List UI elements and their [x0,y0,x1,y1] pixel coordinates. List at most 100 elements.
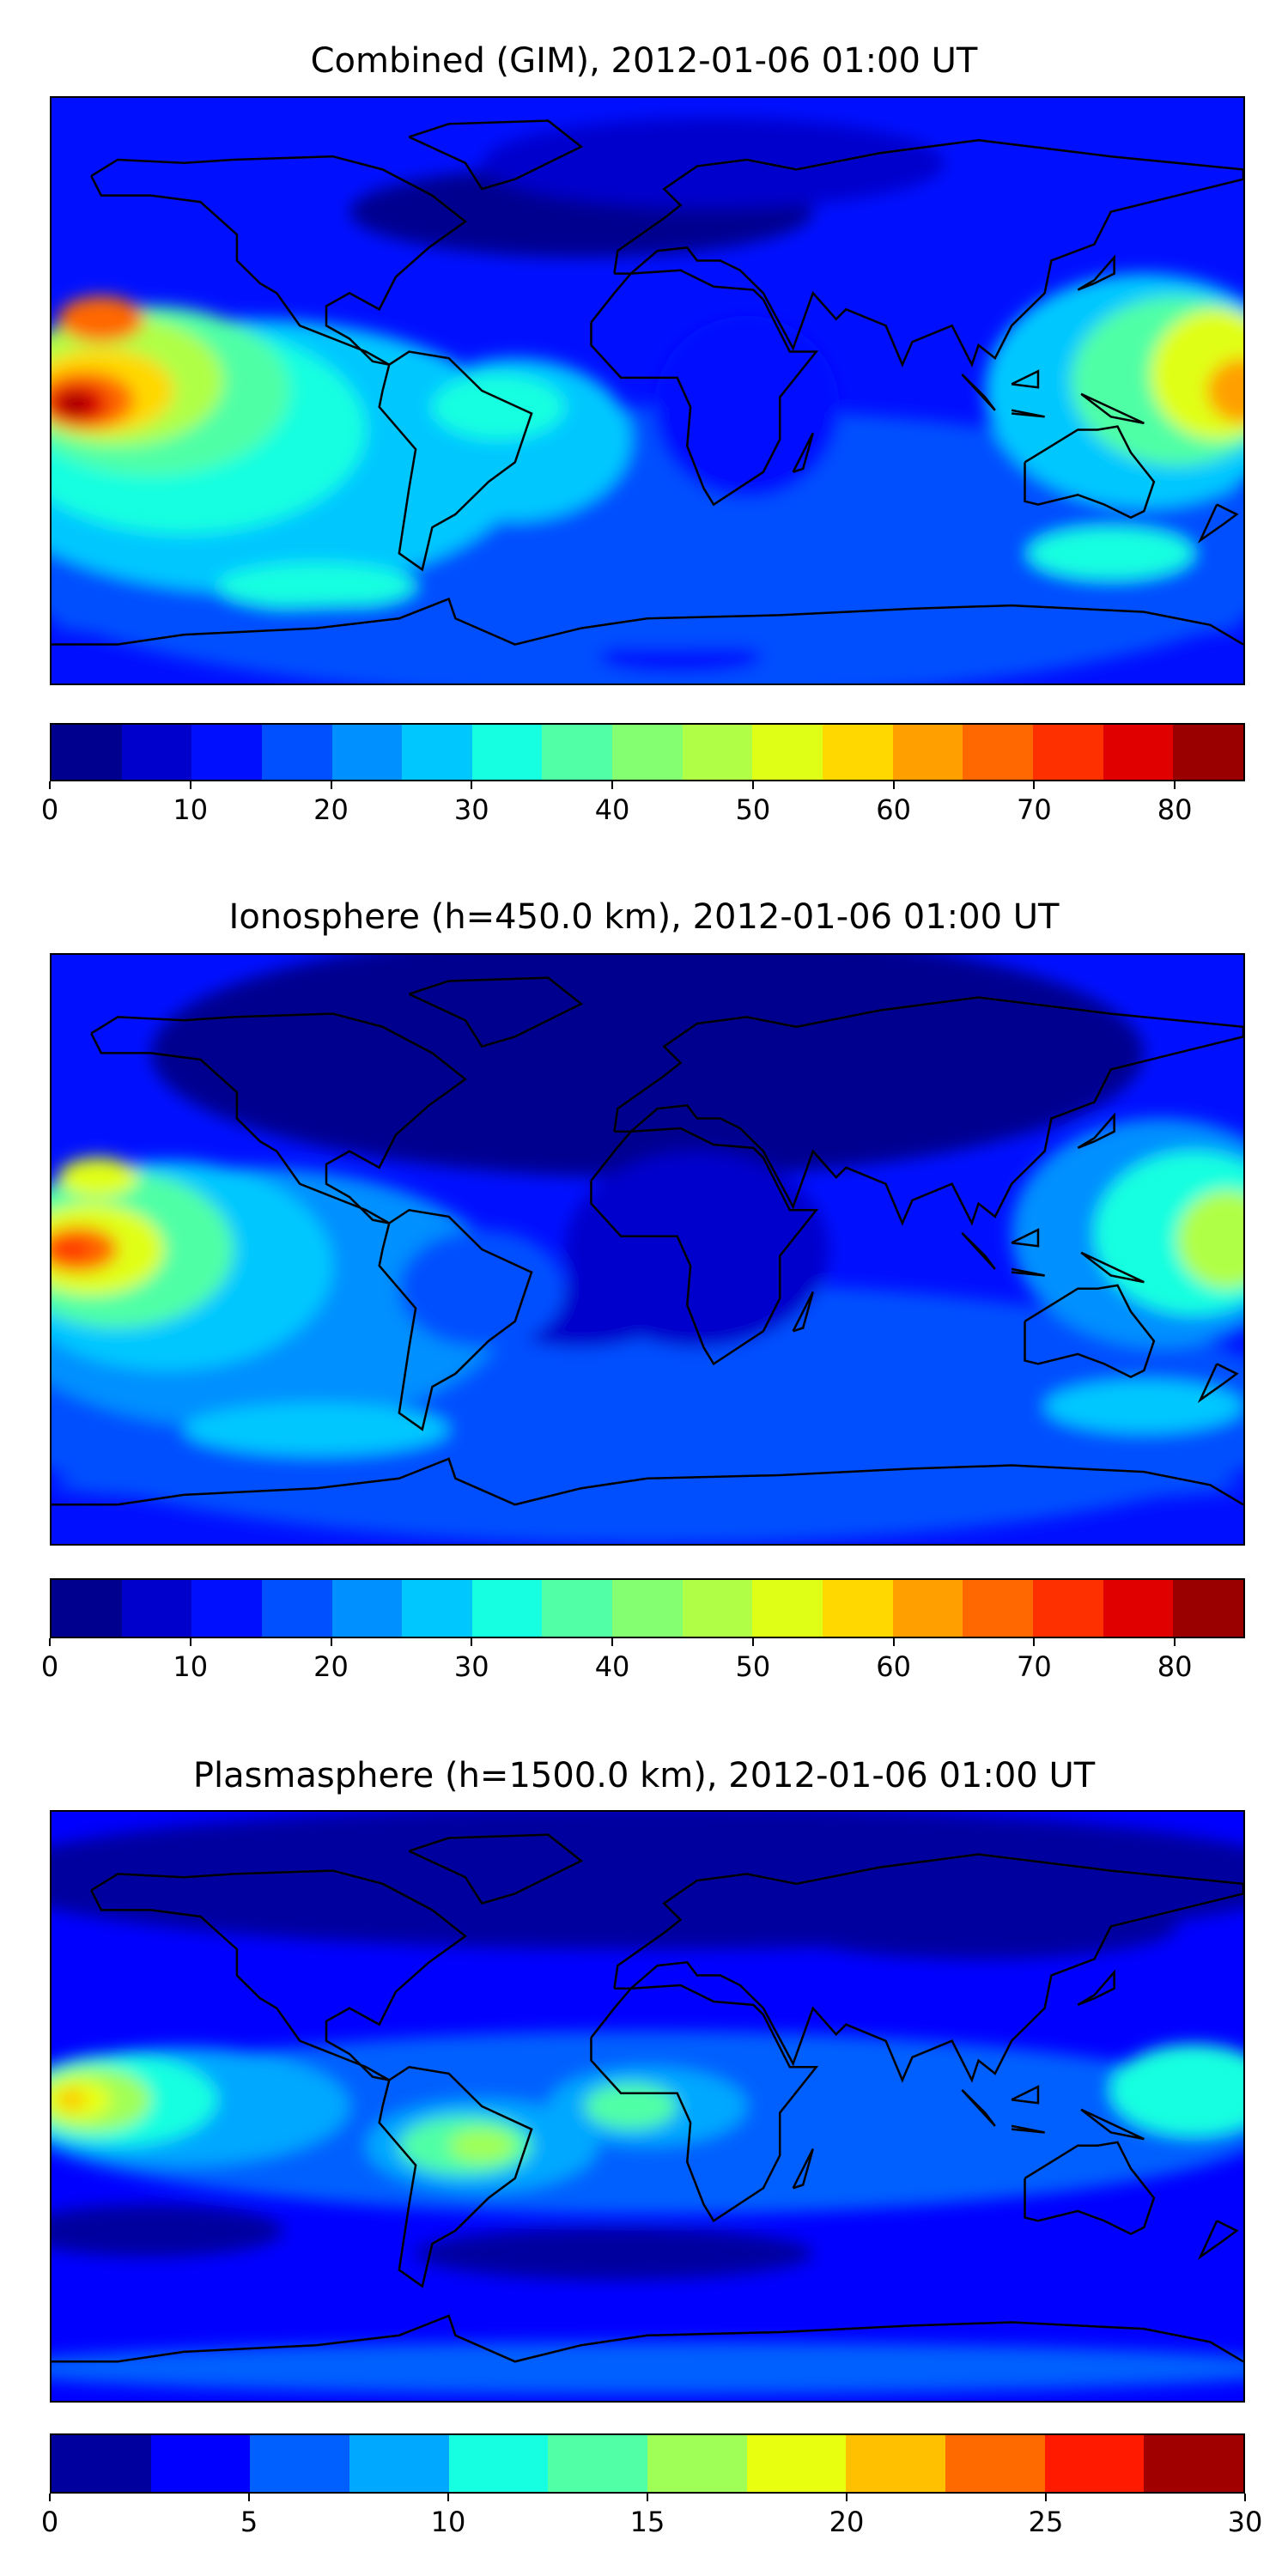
tick-mark [471,781,473,789]
colorbar-segment [331,1580,403,1637]
tick-label: 60 [876,1650,911,1683]
coastline [1012,1269,1045,1276]
tick-label: 50 [735,793,771,826]
colorbar-segment [892,1580,963,1637]
colorbar-segment [250,2435,350,2492]
colorbar-segment [548,2435,648,2492]
colorbar-segment [261,725,332,780]
contour-region [584,2083,677,2129]
coastline [962,374,995,410]
coastline [91,1871,465,2081]
colorbar-segment [1103,725,1174,780]
contour-region [184,1403,449,1456]
tick-mark [751,781,754,789]
tick-mark [892,781,895,789]
tick-mark [330,781,332,789]
colorbar-combined [50,723,1245,781]
colorbar-segment [1103,1580,1174,1637]
coastline [1012,2087,1038,2103]
coastline [962,1233,995,1269]
contour-region [58,296,144,343]
colorbar-segment [402,725,472,780]
tick-mark [611,1638,614,1646]
tick-label: 40 [594,793,630,826]
colorbar-segment [892,725,963,780]
coastline [1025,1285,1154,1377]
coastline [962,2090,995,2126]
colorbar-segment [612,725,683,780]
tick-label: 10 [430,2506,466,2538]
colorbar-segment [52,2435,151,2492]
coastline [793,1292,813,1332]
tick-label: 0 [40,793,59,826]
coastline [1081,2110,1144,2139]
contour-region [58,393,92,414]
panel-title: Combined (GIM), 2012-01-06 01:00 UT [310,41,978,81]
coastline [591,1128,816,1364]
tick-mark [647,2494,648,2501]
coastline [409,121,580,190]
colorbar-segment [823,725,893,780]
contour-region [398,1230,565,1348]
coastline [793,433,813,471]
coastline [1078,1115,1114,1148]
tick-label: 70 [1016,793,1052,826]
tick-mark [1033,781,1036,789]
coastline [1200,505,1236,541]
tick-label: 50 [735,1650,771,1683]
contour-region [52,1461,1243,1509]
colorbar-segment [331,725,403,780]
colorbar-segment [471,1580,543,1637]
colorbar-segment [963,725,1033,780]
colorbar-segment [612,1580,683,1637]
coastline [614,1855,1243,2081]
colorbar-segment [682,725,753,780]
tick-mark [330,1638,332,1646]
contour-region [52,2342,1243,2395]
contour-region [58,2089,85,2110]
tick-label: 80 [1157,793,1193,826]
tick-label: 25 [1028,2506,1064,2538]
colorbar-ionosphere [50,1578,1245,1638]
coastline [1025,427,1154,518]
colorbar-segment [261,1580,332,1637]
contour-region [653,315,840,499]
map-combined [50,96,1245,685]
contour-region [58,1157,138,1198]
colorbar-ticks-ionosphere: 0 10 20 30 40 50 60 70 80 [41,1638,1245,1690]
coastline [614,998,1243,1224]
tick-mark [1174,781,1176,789]
tick-mark [49,781,51,789]
tick-label: 40 [594,1650,630,1683]
colorbar-ticks-plasmasphere: 0 5 10 15 20 25 30 [41,2494,1262,2545]
tick-mark [846,2494,848,2501]
coastline [1012,2126,1045,2133]
coastline [1078,258,1114,290]
colorbar-segment [52,725,122,780]
contour-region [150,955,1145,1178]
map-ionosphere [50,953,1245,1546]
contour-region [52,2204,283,2257]
tick-mark [1244,2494,1246,2501]
coastline [793,2149,813,2189]
coastline [1081,1253,1144,1282]
coastline [380,2067,532,2286]
colorbar-segment [682,1580,753,1637]
map-plasmasphere [50,1810,1245,2403]
coastline [591,1985,816,2221]
tick-mark [751,1638,754,1646]
panel-title: Ionosphere (h=450.0 km), 2012-01-06 01:0… [228,897,1060,937]
colorbar-segment [121,1580,192,1637]
tick-label: 70 [1016,1650,1052,1683]
coastline [409,978,580,1047]
tick-mark [189,1638,191,1646]
coastline [614,140,1243,364]
colorbar-segment [1144,2435,1244,2492]
coastline [52,2316,1243,2361]
contour-region [1044,1380,1243,1433]
coastline [1012,410,1045,417]
colorbar-segment [1173,1580,1243,1637]
contour-region [1176,1190,1243,1289]
colorbar-segment [1173,725,1243,780]
colorbar-segment [191,1580,262,1637]
